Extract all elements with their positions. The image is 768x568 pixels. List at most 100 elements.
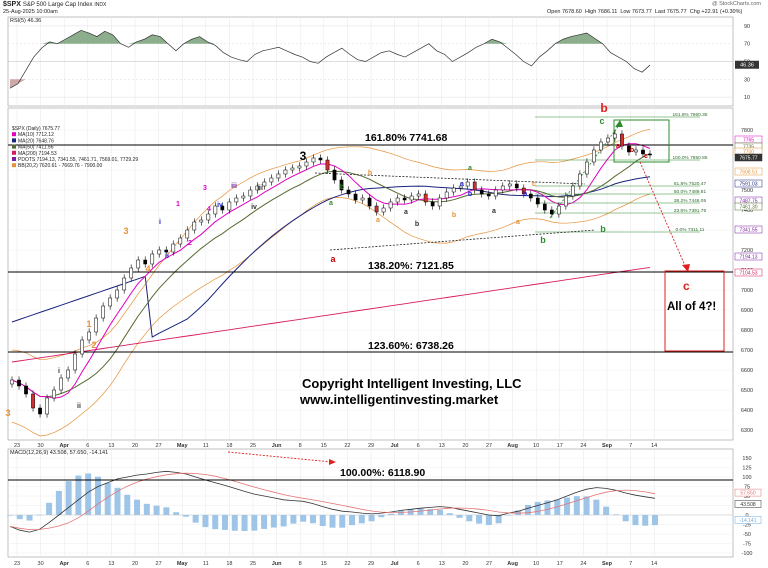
candle-body	[24, 385, 28, 395]
macd-histogram-bar	[515, 510, 522, 515]
macd-badge	[734, 516, 762, 524]
wave-label: b	[452, 212, 456, 219]
macd-histogram	[7, 473, 658, 532]
price-badge-value: 7104.53	[739, 271, 757, 277]
legend-entry: PDOTS 7194.13, 7341.55, 7461.71, 7569.01…	[18, 157, 138, 163]
candle-body	[87, 331, 91, 341]
ticker-symbol: $SPX	[3, 1, 21, 8]
legend-swatch	[12, 150, 16, 155]
candle-body	[592, 149, 596, 163]
macd-histogram-bar	[36, 514, 43, 516]
x-tick-label: Aug	[507, 561, 518, 567]
box-c-label: c	[683, 279, 690, 293]
rsi-line	[9, 29, 651, 89]
price-badge-value: 7341.55	[739, 228, 757, 234]
wave-labels: 3bcab43124iii1234iiiiviiiiviii3ababababa…	[5, 101, 648, 468]
bollinger-lower-band	[11, 193, 651, 437]
x-tick-label: Jul	[391, 561, 399, 567]
macd-histogram-bar	[26, 515, 33, 521]
x-tick-label: 18	[226, 561, 232, 567]
candle-body	[304, 161, 309, 167]
candle-body	[360, 197, 365, 201]
wave-label: a	[516, 219, 520, 226]
price-tick-label: 6900	[741, 308, 753, 314]
macd-histogram-bar	[182, 515, 189, 517]
x-tick-label: 29	[368, 561, 374, 567]
fib-level-label: 50.0% 7489.81	[674, 189, 707, 195]
price-badge-value: 7765	[743, 138, 754, 144]
wave-label: 3	[5, 408, 10, 418]
candle-body	[248, 189, 253, 197]
macd-histogram-bar	[642, 515, 649, 526]
macd-tick-label: -25	[743, 523, 751, 529]
macd-histogram-bar	[583, 496, 590, 515]
wave-label: iv	[217, 202, 223, 209]
macd-tick-label: 50	[744, 494, 750, 500]
legend-entry: MA(20) 7648.76	[18, 138, 54, 144]
wave-label: a	[468, 165, 472, 172]
x-tick-label: 17	[557, 443, 563, 449]
legend-entry: MA(50) 7411.56	[18, 145, 54, 151]
x-tick-label: 20	[462, 443, 468, 449]
x-tick-label: Aug	[507, 443, 518, 449]
x-tick-label: 18	[226, 443, 232, 449]
fib-level-label: 100.0% 7850.85	[673, 155, 708, 161]
x-tick-label: Apr	[59, 443, 69, 449]
candle-body	[164, 249, 169, 253]
x-tick-label: 23	[14, 443, 20, 449]
wave-label: iv	[251, 204, 257, 211]
macd-histogram-bar	[222, 515, 228, 530]
x-tick-label: 27	[486, 561, 492, 567]
candle-body	[564, 195, 568, 207]
candle-body	[599, 141, 603, 151]
legend-entry: BB(20,2) 7620.61 - 7669.76 - 7900.00	[18, 163, 102, 169]
x-tick-label: 13	[439, 443, 445, 449]
macd-histogram-bar	[544, 500, 551, 515]
macd-histogram-bar	[505, 515, 512, 516]
macd-tick-label: -50	[743, 532, 751, 538]
macd-histogram-bar	[564, 497, 571, 515]
candle-body	[367, 197, 372, 207]
macd-badge-value: 43.508	[740, 502, 756, 508]
legend-entry: MA(10) 7712.12	[18, 132, 54, 138]
wave-label: b	[523, 191, 527, 198]
price-badge	[734, 268, 763, 277]
macd-histogram-bar	[16, 515, 23, 520]
candle-body	[402, 197, 407, 201]
candle-body	[409, 195, 414, 201]
candle-body	[283, 169, 288, 175]
wave-label: c	[532, 181, 536, 188]
legend-swatch	[12, 132, 16, 137]
rsi-label: RSI(5) 46.36	[10, 18, 41, 24]
target-box-green	[613, 119, 670, 163]
macd-histogram-bar	[309, 515, 316, 524]
x-tick-label: Sep	[602, 443, 613, 449]
rsi-current-badge	[735, 60, 759, 69]
candle-body	[38, 407, 42, 415]
price-badge	[734, 153, 763, 162]
candle-body	[578, 173, 582, 187]
x-tick-label: 24	[580, 561, 586, 567]
candle-body	[143, 259, 148, 265]
x-tick-label: Jun	[272, 561, 282, 567]
macd-histogram-bar	[212, 515, 219, 530]
macd-histogram-bar	[329, 515, 336, 528]
candle-body	[465, 181, 470, 187]
macd-tick-label: 0	[745, 513, 748, 519]
candle-body	[94, 317, 98, 333]
x-tick-label: 25	[250, 561, 256, 567]
wave-label: b	[630, 147, 634, 154]
price-tick-label: 7000	[741, 288, 753, 294]
x-tick-label: 10	[533, 443, 539, 449]
price-tick-label: 6400	[741, 408, 753, 414]
macd-panel: 100.00%: 6118.90 1501251007550250-25-50-…	[7, 448, 762, 558]
wave-label: 3	[203, 185, 207, 192]
price-badge	[734, 225, 763, 234]
macd-badge	[734, 500, 762, 508]
candle-body	[613, 133, 617, 139]
macd-histogram-bar	[368, 515, 375, 522]
macd-divergence-arrow-head	[329, 459, 336, 465]
wave-label: ii	[77, 403, 81, 410]
ma50-line	[11, 176, 651, 338]
